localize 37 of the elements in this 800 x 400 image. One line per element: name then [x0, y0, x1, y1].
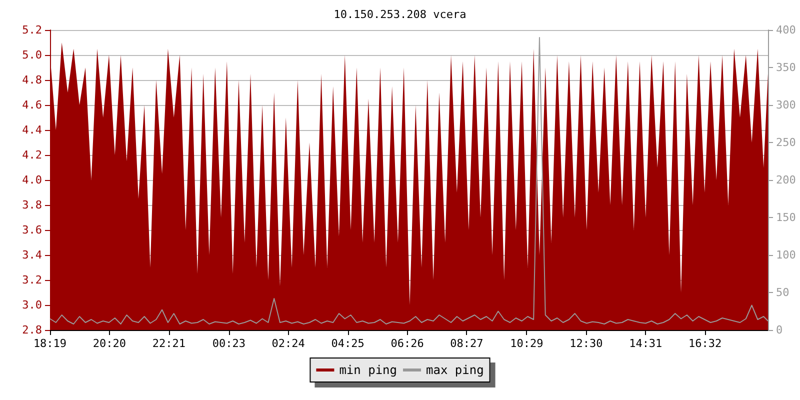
y-tick-label: 3.8: [22, 198, 42, 212]
y-tick-label: 2.8: [22, 324, 42, 336]
y2-tick-label: 250: [776, 136, 796, 149]
x-tick-label: 22:21: [152, 337, 186, 350]
y2-tick-label: 100: [776, 248, 796, 262]
y-tick-label: 5.0: [22, 48, 42, 62]
y-tick-label: 4.2: [22, 148, 42, 162]
y2-tick-label: 300: [776, 98, 796, 112]
y2-tick-label: 350: [776, 61, 796, 74]
y-tick-label: 4.4: [22, 124, 42, 136]
y-tick-label: 3.6: [22, 224, 42, 236]
x-tick-label: 06:26: [390, 337, 424, 350]
x-tick-label: 10:29: [510, 337, 544, 350]
x-tick-label: 00:23: [212, 337, 246, 350]
y2-tick-label: 200: [776, 174, 796, 186]
x-tick-label: 16:32: [688, 337, 722, 350]
y-tick-label: 3.2: [22, 274, 42, 286]
y2-tick-label: 400: [776, 24, 796, 36]
chart-title: 10.150.253.208 vcera: [334, 8, 466, 21]
x-tick-label: 08:27: [450, 337, 484, 350]
y-tick-label: 3.4: [22, 248, 42, 262]
x-tick-label: 04:25: [331, 337, 364, 350]
y-tick-label: 5.2: [22, 24, 42, 36]
y2-tick-label: 150: [776, 211, 796, 224]
x-tick-label: 12:30: [570, 337, 603, 350]
legend-label: max ping: [426, 363, 484, 377]
y-tick-label: 4.8: [22, 74, 42, 86]
x-tick-label: 20:20: [92, 337, 126, 350]
y2-tick-label: 50: [776, 286, 790, 299]
legend-label: min ping: [339, 363, 397, 377]
y2-tick-label: 0: [776, 324, 783, 336]
x-tick-label: 14:31: [629, 337, 662, 350]
y-tick-label: 3.0: [22, 298, 42, 312]
y-tick-label: 4.6: [22, 98, 42, 112]
x-tick-label: 02:24: [272, 337, 306, 350]
y-tick-label: 4.0: [22, 174, 42, 186]
x-tick-label: 18:19: [33, 337, 67, 350]
